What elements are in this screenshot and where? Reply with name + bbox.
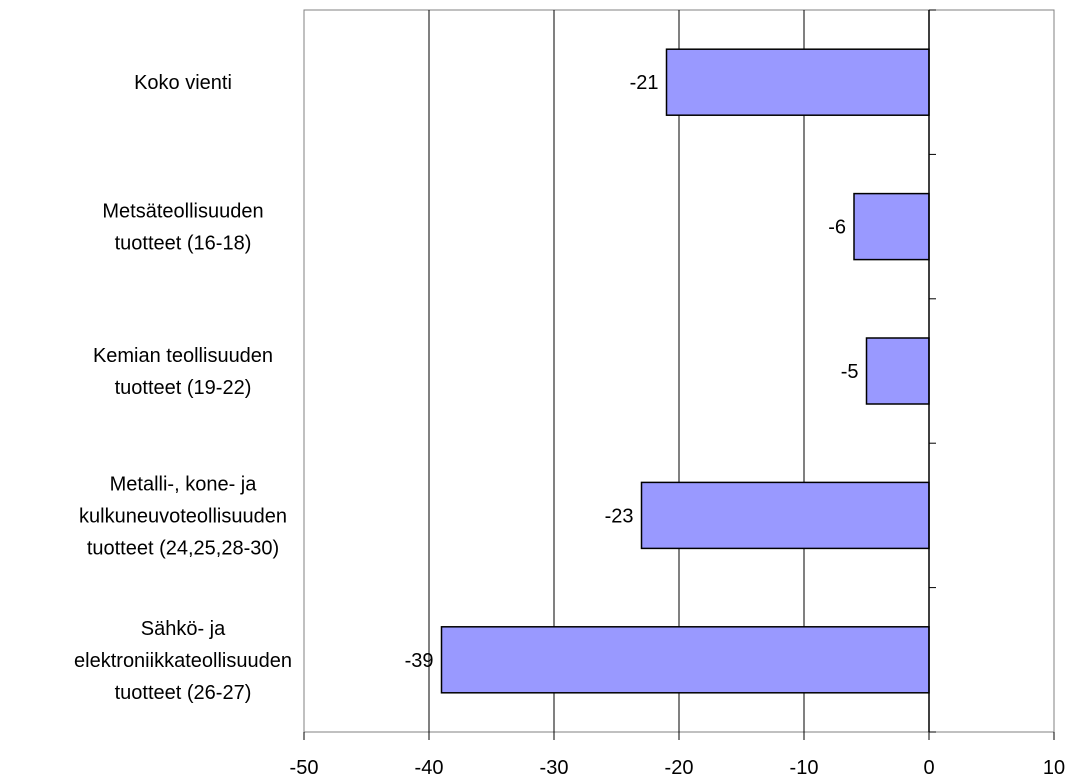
data-label-4: -39 — [405, 650, 434, 672]
axes — [303, 9, 1055, 740]
category-label-line: tuotteet (26-27) — [115, 682, 252, 704]
category-label-line: Metsäteollisuuden — [102, 201, 263, 223]
data-label-3: -23 — [605, 505, 634, 527]
x-tick-label-4: -10 — [790, 757, 819, 779]
x-tick-label-3: -20 — [665, 757, 694, 779]
category-label-3: Metalli-, kone- ja kulkuneuvoteollisuuden… — [79, 473, 287, 559]
x-tick-label-1: -40 — [415, 757, 444, 779]
bar-4 — [440, 626, 930, 694]
x-tick-label-0: -50 — [290, 757, 319, 779]
category-label-1: Metsäteollisuuden tuotteet (16-18) — [102, 201, 263, 255]
category-label-line: tuotteet (24,25,28-30) — [87, 537, 279, 559]
data-label-2: -5 — [841, 361, 859, 383]
category-label-line: Sähkö- ja — [141, 618, 226, 640]
bar-2 — [865, 337, 930, 405]
x-tick-label-5: 0 — [923, 757, 934, 779]
category-label-line: Koko vienti — [134, 72, 232, 94]
category-label-4: Sähkö- ja elektroniikkateollisuuden tuotte… — [74, 618, 292, 704]
category-label-line: Metalli-, kone- ja — [110, 473, 258, 495]
category-label-line: elektroniikkateollisuuden — [74, 650, 292, 672]
category-label-line: tuotteet (19-22) — [115, 377, 252, 399]
bar-3 — [640, 481, 930, 550]
category-label-line: kulkuneuvoteollisuuden — [79, 505, 287, 527]
labels: -50 -40 -30 -20 -10 0 10 -21 -6 -5 -23 -39 Koko vien… — [74, 72, 1065, 779]
grid-lines — [303, 9, 1055, 733]
data-label-0: -21 — [630, 72, 659, 94]
category-label-2: Kemian teollisuuden tuotteet (19-22) — [93, 345, 273, 399]
x-tick-label-6: 10 — [1043, 757, 1065, 779]
category-label-line: tuotteet (16-18) — [115, 233, 252, 255]
bar-0 — [665, 48, 930, 116]
data-label-1: -6 — [828, 217, 846, 239]
category-label-line: Kemian teollisuuden — [93, 345, 273, 367]
category-label-0: Koko vienti — [134, 72, 232, 94]
x-tick-label-2: -30 — [540, 757, 569, 779]
bar-1 — [853, 192, 930, 261]
